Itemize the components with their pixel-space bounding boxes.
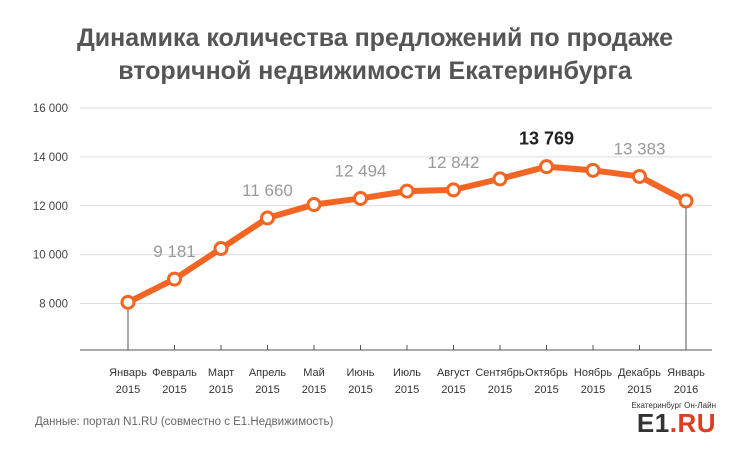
- data-point: [585, 162, 601, 178]
- data-point: [167, 271, 182, 287]
- x-tick-label-year: 2015: [209, 384, 233, 396]
- data-label: 12 842: [428, 153, 480, 172]
- x-tick-label-month: Март: [208, 367, 234, 379]
- data-point: [306, 197, 322, 213]
- x-tick-label-year: 2015: [581, 384, 605, 396]
- brand-wordmark: E1.RU: [632, 410, 716, 436]
- data-label: 13 383: [614, 139, 666, 158]
- y-tick-label: 14 000: [33, 152, 68, 164]
- brand-logo: Екатеринбург Он-Лайн E1.RU: [632, 401, 716, 436]
- data-point: [632, 168, 647, 184]
- brand-wordmark-e1: E1: [636, 408, 670, 438]
- x-tick-label-year: 2015: [116, 384, 140, 396]
- x-tick-label-month: Декабрь: [618, 367, 661, 379]
- x-tick-label-month: Февраль: [152, 367, 197, 379]
- x-tick-label-month: Январь: [109, 367, 147, 379]
- x-tick-label-month: Август: [437, 367, 470, 379]
- x-tick-label-year: 2015: [534, 384, 558, 396]
- x-tick-label-year: 2015: [162, 384, 186, 396]
- x-tick-label-month: Июнь: [347, 367, 375, 379]
- data-point: [539, 159, 554, 175]
- data-point: [353, 190, 368, 206]
- x-tick-label-month: Июль: [393, 367, 421, 379]
- data-point: [446, 182, 461, 198]
- data-point: [213, 241, 229, 257]
- x-tick-label-month: Октябрь: [525, 367, 568, 379]
- x-tick-label-year: 2015: [348, 384, 372, 396]
- brand-wordmark-ru: .RU: [669, 408, 716, 438]
- data-point: [492, 171, 508, 187]
- chart-title-line-1: Динамика количества предложений по прода…: [76, 24, 674, 52]
- chart-title-line-2: вторичной недвижимости Екатеринбурга: [118, 57, 632, 85]
- x-tick-label-year: 2015: [627, 384, 651, 396]
- y-tick-label: 16 000: [33, 103, 68, 115]
- x-tick-label-year: 2016: [674, 384, 698, 396]
- data-point: [678, 193, 694, 209]
- brand-tagline: Екатеринбург Он-Лайн: [631, 401, 716, 410]
- x-tick-label-year: 2015: [488, 384, 512, 396]
- y-tick-label: 12 000: [33, 201, 68, 213]
- x-tick-label-year: 2015: [255, 384, 279, 396]
- x-tick-label-month: Апрель: [249, 367, 287, 379]
- data-label: 12 494: [335, 161, 387, 180]
- x-tick-label-year: 2015: [441, 384, 465, 396]
- data-label: 11 660: [242, 181, 293, 200]
- x-tick-label-month: Ноябрь: [574, 367, 612, 379]
- data-point: [120, 294, 136, 310]
- x-tick-label-month: Сентябрь: [475, 367, 525, 379]
- data-point: [260, 210, 275, 226]
- data-point: [399, 183, 415, 199]
- x-tick-label-year: 2015: [395, 384, 419, 396]
- x-tick-label-year: 2015: [302, 384, 326, 396]
- chart-title: Динамика количества предложений по прода…: [0, 22, 750, 88]
- y-tick-label: 8 000: [39, 299, 68, 311]
- data-source-note: Данные: портал N1.RU (совместно с Е1.Нед…: [35, 416, 334, 428]
- x-tick-label-month: Май: [303, 367, 325, 379]
- data-label: 9 181: [153, 242, 196, 261]
- x-tick-label-month: Январь: [667, 367, 705, 379]
- data-label: 13 769: [519, 129, 574, 149]
- y-tick-label: 10 000: [33, 250, 68, 262]
